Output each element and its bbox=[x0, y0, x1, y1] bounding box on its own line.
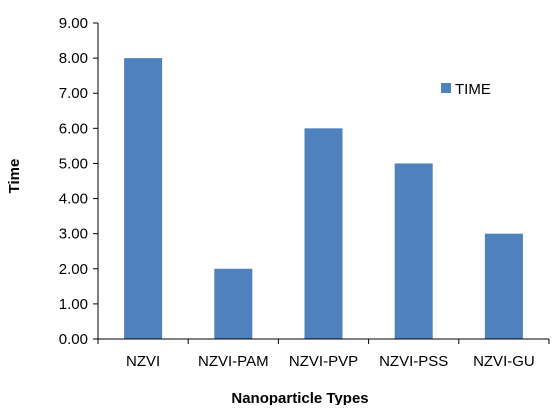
bar-nzvi bbox=[124, 58, 163, 339]
y-tick-label: 2.00 bbox=[59, 261, 88, 278]
bar-nzvi-pvp bbox=[304, 128, 343, 339]
x-category-label: NZVI-PVP bbox=[289, 353, 358, 370]
x-axis-title: Nanoparticle Types bbox=[231, 390, 368, 405]
y-tick-label: 0.00 bbox=[59, 331, 88, 348]
legend-label: TIME bbox=[455, 81, 491, 98]
x-category-label: NZVI-PSS bbox=[379, 353, 448, 370]
bars-layer bbox=[124, 58, 523, 339]
legend: TIME bbox=[441, 81, 491, 98]
y-tick-label: 6.00 bbox=[59, 120, 88, 137]
legend-swatch bbox=[441, 83, 451, 93]
y-tick-label: 1.00 bbox=[59, 296, 88, 313]
x-category-label: NZVI bbox=[126, 353, 160, 370]
bar-nzvi-pam bbox=[214, 268, 253, 339]
y-axis-title: Time bbox=[6, 159, 23, 194]
y-tick-label: 8.00 bbox=[59, 50, 88, 67]
labels-layer: 0.00 1.00 2.00 3.00 4.00 5.00 6.00 7.00 8.00 9.00… bbox=[59, 15, 535, 370]
axes-layer bbox=[93, 22, 550, 344]
y-tick-label: 4.00 bbox=[59, 191, 88, 208]
y-tick-label: 5.00 bbox=[59, 155, 88, 172]
bar-nzvi-gu bbox=[484, 233, 523, 339]
x-category-label: NZVI-PAM bbox=[198, 353, 269, 370]
y-tick-label: 7.00 bbox=[59, 85, 88, 102]
y-tick-label: 9.00 bbox=[59, 15, 88, 32]
bar-nzvi-pss bbox=[394, 163, 433, 339]
x-category-label: NZVI-GU bbox=[473, 353, 535, 370]
y-tick-label: 3.00 bbox=[59, 226, 88, 243]
